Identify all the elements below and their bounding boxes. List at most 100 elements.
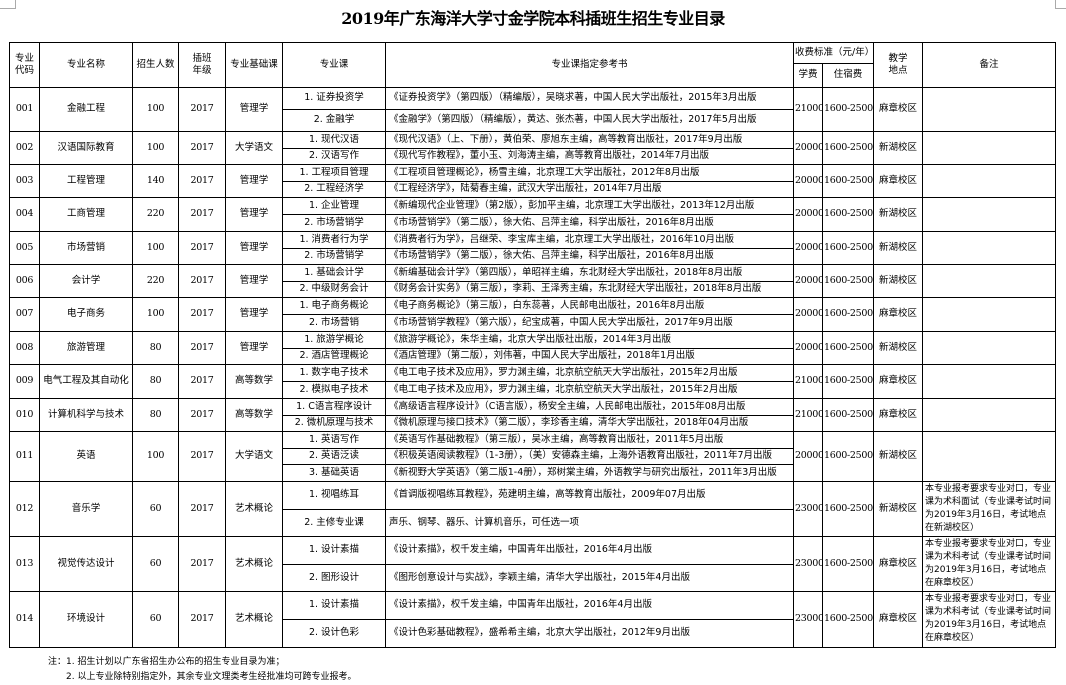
campus: 麻章校区: [873, 164, 924, 198]
major-quota: 100: [132, 297, 179, 332]
course-reference-book: 《旅游学概论》，朱华主编，北京大学出版社出版，2014年3月出版: [385, 331, 794, 349]
table-row: 002 汉语国际教育 100 2017 大学语文 1. 现代汉语 《现代汉语》（上、下册），…: [9, 131, 1057, 165]
major-course: 2. 微机原理与技术: [282, 414, 386, 432]
table-row: 013 视觉传达设计 60 2017 艺术概论 1. 设计素描 《设计素描》，权千发主编，中…: [9, 536, 1057, 593]
dorm-fee: 1600-2500: [821, 231, 875, 265]
major-quota: 80: [132, 331, 179, 365]
major-course: 2. 汉语写作: [282, 147, 386, 165]
major-name: 电气工程及其自动化: [39, 364, 133, 399]
header-basic-course: 专业基础课: [225, 42, 283, 88]
major-course: 2. 设计色彩: [282, 618, 386, 648]
course-reference-book: 《英语写作基础教程》（第三版），吴冰主编，高等教育出版社，2011年5月出版: [385, 431, 794, 449]
major-course: 1. 旅游学概论: [282, 331, 386, 349]
course-reference-book: 《现代写作教程》，董小玉、刘海涛主编，高等教育出版社，2014年7月出版: [385, 147, 794, 165]
header-grade: 插班年级: [178, 42, 226, 88]
dorm-fee: 1600-2500: [821, 364, 875, 399]
campus: 新湖校区: [873, 264, 924, 298]
dorm-fee: 1600-2500: [821, 131, 875, 165]
course-reference-book: 《设计色彩基础教程》，盛希希主编，北京大学出版社，2012年9月出版: [385, 618, 794, 648]
header-books: 专业课指定参考书: [385, 42, 794, 88]
header-code: 专业代码: [9, 42, 40, 88]
major-course: 1. 数字电子技术: [282, 364, 386, 382]
remark: [922, 264, 1057, 298]
header-quota: 招生人数: [132, 42, 179, 88]
major-code: 003: [9, 164, 40, 198]
remark: [922, 87, 1057, 132]
major-grade: 2017: [178, 536, 226, 593]
major-grade: 2017: [178, 131, 226, 165]
course-reference-book: 《工程项目管理概论》，杨雪主编，北京理工大学出版社，2012年8月出版: [385, 164, 794, 182]
major-name: 市场营销: [39, 231, 133, 265]
major-basic-course: 管理学: [225, 164, 283, 198]
major-catalog-table: 专业代码 专业名称 招生人数 插班年级 专业基础课 专业课 专业课指定参考书 收…: [9, 42, 1057, 648]
major-basic-course: 艺术概论: [225, 591, 283, 648]
major-code: 009: [9, 364, 40, 399]
major-code: 010: [9, 398, 40, 432]
course-reference-book: 《新视野大学英语》（第二版1-4册），郑树棠主编，外语教学与研究出版社，2011…: [385, 464, 794, 482]
major-grade: 2017: [178, 297, 226, 332]
course-reference-book: 《消费者行为学》，吕继荣、李宝库主编，北京理工大学出版社，2016年10月出版: [385, 231, 794, 249]
dorm-fee: 1600-2500: [821, 480, 875, 538]
table-row: 007 电子商务 100 2017 管理学 1. 电子商务概论 《电子商务概论》（第三版），…: [9, 297, 1057, 332]
table-row: 008 旅游管理 80 2017 管理学 1. 旅游学概论 《旅游学概论》，朱华主编，北京大…: [9, 331, 1057, 365]
remark: [922, 197, 1057, 232]
campus: 麻章校区: [873, 398, 924, 432]
dorm-fee: 1600-2500: [821, 197, 875, 232]
major-course: 2. 中级财务会计: [282, 280, 386, 298]
major-course: 1. 企业管理: [282, 197, 386, 215]
table-row: 2. 图形设计 《图形创意设计与实战》，李颖主编，清华大学出版社，2015年4月出…: [10, 563, 1056, 593]
major-basic-course: 管理学: [225, 197, 283, 232]
major-code: 008: [9, 331, 40, 365]
major-name: 会计学: [39, 264, 133, 298]
major-name: 旅游管理: [39, 331, 133, 365]
course-reference-book: 《证券投资学》（第四版）（精编版），吴晓求著，中国人民大学出版社，2015年3月…: [385, 87, 794, 110]
major-grade: 2017: [178, 231, 226, 265]
course-reference-book: 《微机原理与接口技术》（第二版），李珍香主编，清华大学出版社，2018年04月出…: [385, 414, 794, 432]
table-row: 014 环境设计 60 2017 艺术概论 1. 设计素描 《设计素描》，权千发主编，中国青…: [9, 591, 1057, 648]
major-quota: 100: [132, 431, 179, 482]
footnotes: 注：1. 招生计划以广东省招生办公布的招生专业目录为准； 2. 以上专业除特别指…: [48, 655, 356, 685]
major-name: 汉语国际教育: [39, 131, 133, 165]
course-reference-book: 《设计素描》，权千发主编，中国青年出版社，2016年4月出版: [385, 536, 794, 565]
major-code: 002: [9, 131, 40, 165]
dorm-fee: 1600-2500: [821, 331, 875, 365]
remark: [922, 164, 1057, 198]
course-reference-book: 《设计素描》，权千发主编，中国青年出版社，2016年4月出版: [385, 591, 794, 620]
major-course: 2. 酒店管理概论: [282, 347, 386, 365]
remark: [922, 331, 1057, 365]
header-course: 专业课: [282, 42, 386, 88]
major-grade: 2017: [178, 480, 226, 538]
table-row: 012 音乐学 60 2017 艺术概论 1. 视唱练耳 《首调版视唱练耳教程》，苑建明主编…: [9, 480, 1057, 538]
major-code: 013: [9, 536, 40, 593]
header-subrow: 学费 住宿费: [10, 63, 1056, 88]
dorm-fee: 1600-2500: [821, 264, 875, 298]
major-course: 2. 图形设计: [282, 563, 386, 593]
major-name: 电子商务: [39, 297, 133, 332]
remark: 本专业报考要求专业对口，专业课为术科考试（专业课考试时间为2019年3月16日，…: [922, 591, 1057, 648]
table-row: 2. 模拟电子技术 《电工电子技术及应用》，罗力渊主编，北京航空航天大学出版社，2…: [10, 381, 1056, 399]
major-name: 金融工程: [39, 87, 133, 132]
major-basic-course: 管理学: [225, 331, 283, 365]
major-course: 1. 英语写作: [282, 431, 386, 449]
major-name: 工程管理: [39, 164, 133, 198]
dorm-fee: 1600-2500: [821, 591, 875, 648]
major-quota: 220: [132, 264, 179, 298]
course-reference-book: 《市场营销学》（第二版），徐大佑、吕萍主编，科学出版社，2016年8月出版: [385, 214, 794, 232]
major-grade: 2017: [178, 398, 226, 432]
major-basic-course: 高等数学: [225, 398, 283, 432]
major-course: 1. 设计素描: [282, 536, 386, 565]
major-grade: 2017: [178, 164, 226, 198]
table-row: 010 计算机科学与技术 80 2017 高等数学 1. C语言程序设计 《高级语言程序设计…: [9, 398, 1057, 432]
dorm-fee: 1600-2500: [821, 398, 875, 432]
table-row: 006 会计学 220 2017 管理学 1. 基础会计学 《新编基础会计学》（第四版），单…: [9, 264, 1057, 298]
remark: [922, 431, 1057, 482]
major-course: 2. 市场营销学: [282, 247, 386, 265]
remark: [922, 297, 1057, 332]
major-grade: 2017: [178, 197, 226, 232]
major-basic-course: 高等数学: [225, 364, 283, 399]
dorm-fee: 1600-2500: [821, 297, 875, 332]
campus: 麻章校区: [873, 297, 924, 332]
tuition-fee: 23000: [793, 536, 823, 593]
major-quota: 80: [132, 398, 179, 432]
major-course: 1. 视唱练耳: [282, 480, 386, 510]
